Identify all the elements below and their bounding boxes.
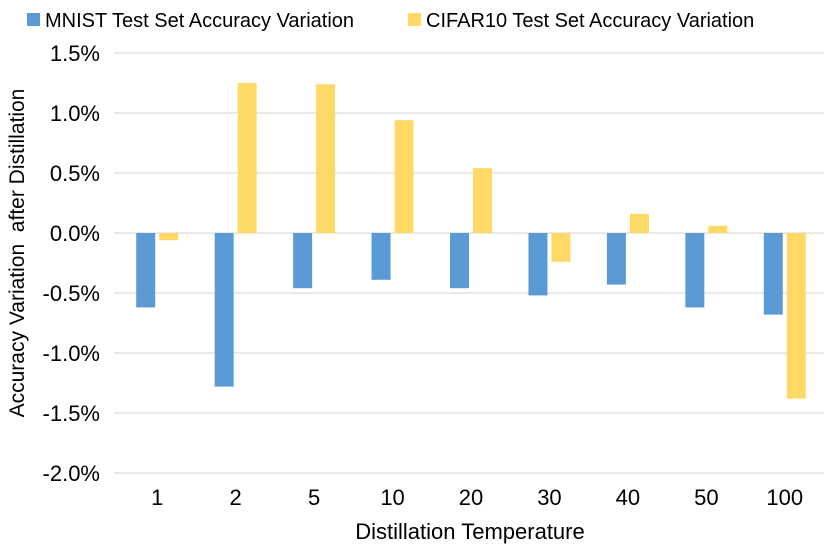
bar-series [136,83,806,399]
bar-mnist-2 [214,233,234,387]
x-axis-tick-label: 30 [537,485,561,510]
bar-mnist-40 [606,233,626,285]
chart-legend: MNIST Test Set Accuracy Variation CIFAR1… [27,10,754,32]
y-axis-tick-label: -1.0% [43,341,100,366]
bar-mnist-50 [685,233,705,308]
bar-cifar10-2 [237,83,257,233]
x-axis-tick-label: 40 [616,485,640,510]
legend-swatch-cifar10-icon [408,13,421,26]
y-axis-tick-labels: 1.5% 1.0% 0.5% 0.0% -0.5% -1.0% -1.5% -2.0% [43,41,100,486]
bar-cifar10-100 [786,233,806,399]
legend-label-cifar10: CIFAR10 Test Set Accuracy Variation [426,10,754,32]
y-axis-tick-label: -1.5% [43,401,100,426]
legend-label-mnist: MNIST Test Set Accuracy Variation [45,10,354,32]
x-axis-tick-label: 2 [230,485,242,510]
bar-mnist-1 [136,233,156,308]
x-axis-tick-label: 20 [459,485,483,510]
x-axis-title: Distillation Temperature [355,519,584,544]
y-axis-tick-label: 0.5% [50,161,100,186]
bar-mnist-5 [293,233,313,289]
bar-mnist-30 [528,233,548,296]
x-axis-tick-label: 100 [766,485,803,510]
x-axis-tick-label: 10 [380,485,404,510]
x-axis-tick-label: 1 [151,485,163,510]
bar-cifar10-40 [629,213,649,233]
x-axis-tick-label: 50 [694,485,718,510]
bar-cifar10-20 [473,168,492,233]
y-axis-tick-label: -2.0% [43,461,100,486]
legend-swatch-mnist-icon [27,13,40,26]
y-axis-tick-label: -0.5% [43,281,100,306]
bar-cifar10-30 [551,233,571,262]
bar-mnist-100 [763,233,783,315]
y-axis-tick-label: 1.0% [50,101,100,126]
y-axis-tick-label: 0.0% [50,221,100,246]
y-axis-tick-label: 1.5% [50,41,100,66]
bar-mnist-10 [371,233,391,280]
y-axis-title: Accuracy Variation after Distillation [6,89,29,418]
x-axis-tick-labels: 1 2 5 10 20 30 40 50 100 [151,485,803,510]
bar-mnist-20 [450,233,469,289]
bar-cifar10-5 [316,84,336,233]
bar-cifar10-1 [159,233,179,241]
x-axis-tick-label: 5 [308,485,320,510]
bar-cifar10-10 [394,120,414,233]
bar-cifar10-50 [708,225,728,233]
